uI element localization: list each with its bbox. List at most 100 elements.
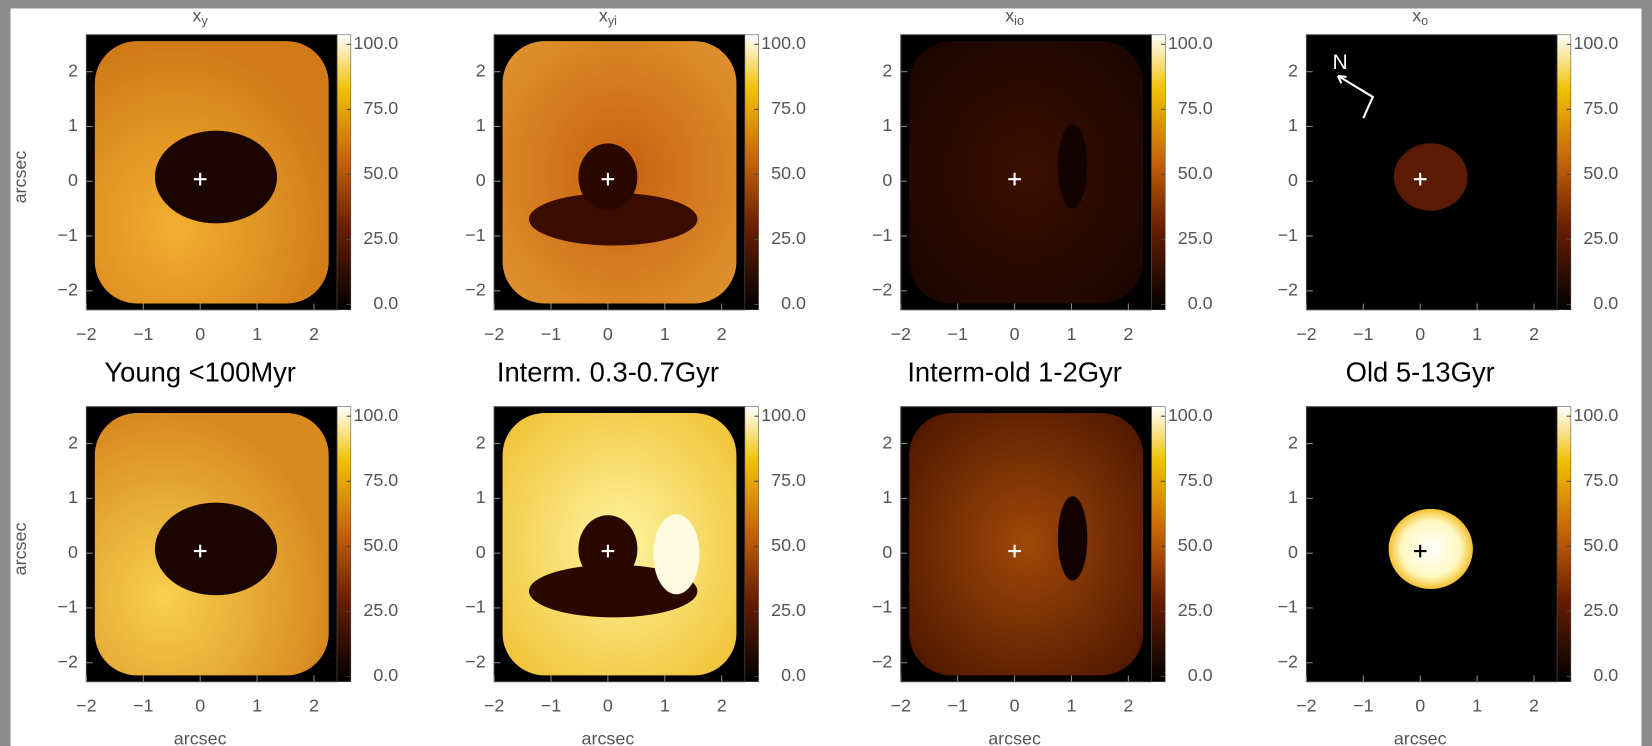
colorbar-tick-label: 100.0 [353, 405, 398, 425]
x-tick-label: 0 [1010, 324, 1020, 344]
colorbar-tick-label: 25.0 [1178, 228, 1213, 248]
colorbar-tick-label: 25.0 [363, 600, 398, 620]
colorbar [744, 406, 759, 682]
colorbar-tick-label: 50.0 [771, 163, 806, 183]
map-field [909, 413, 1144, 676]
x-tick-label: 0 [1415, 324, 1425, 344]
panel-title-sub: o [1421, 15, 1428, 29]
x-tick-label: −2 [484, 324, 504, 344]
center-marker [1008, 544, 1021, 558]
y-tick-label: 1 [476, 115, 486, 135]
y-tick-label: 1 [68, 487, 78, 507]
x-tick-label: 2 [309, 696, 319, 716]
x-tick-label: 0 [195, 324, 205, 344]
x-tick-label: 1 [660, 324, 670, 344]
map-feature [653, 514, 700, 595]
y-tick-label: −2 [872, 651, 892, 671]
center-marker [193, 544, 207, 558]
y-tick-label: 2 [68, 60, 78, 80]
colorbar-tick-label: 100.0 [761, 33, 806, 53]
colorbar-tick-label: 0.0 [1593, 665, 1618, 685]
colorbar-tick-label: 75.0 [771, 98, 806, 118]
x-axis-label: arcsec [1394, 728, 1447, 746]
y-tick-label: 0 [882, 542, 892, 562]
x-tick-label: −1 [1353, 696, 1373, 716]
y-tick-label: 0 [1288, 170, 1298, 190]
colorbar-tick-label: 75.0 [1178, 470, 1213, 490]
center-marker [1413, 172, 1427, 186]
panel-title-sub: yi [608, 15, 617, 29]
map-feature [154, 130, 278, 224]
colorbar-tick-label: 25.0 [363, 228, 398, 248]
colorbar-tick-label: 0.0 [1593, 293, 1618, 313]
map-feature [528, 564, 698, 618]
colorbar-tick-label: 25.0 [771, 600, 806, 620]
center-marker [601, 544, 615, 558]
center-marker [193, 172, 207, 186]
x-tick-label: 0 [603, 696, 613, 716]
y-tick-label: 2 [882, 432, 892, 452]
x-tick-label: 1 [252, 324, 262, 344]
map-feature [1388, 508, 1473, 589]
map-feature [154, 502, 278, 596]
colorbar-tick-label: 100.0 [1573, 33, 1618, 53]
colorbar-tick-label: 0.0 [781, 293, 806, 313]
colorbar-tick-label: 0.0 [1188, 665, 1213, 685]
colorbar-tick-label: 75.0 [363, 470, 398, 490]
y-tick-label: 0 [1288, 542, 1298, 562]
x-tick-label: −1 [133, 324, 153, 344]
x-tick-label: 2 [1123, 324, 1133, 344]
y-tick-label: 0 [476, 170, 486, 190]
x-tick-label: −1 [947, 696, 967, 716]
colorbar [336, 406, 352, 682]
colorbar-tick-label: 75.0 [1583, 98, 1618, 118]
colorbar-tick-label: 100.0 [761, 405, 806, 425]
panel-caption: Old 5-13Gyr [1346, 356, 1495, 387]
colorbar-tick-label: 75.0 [1583, 470, 1618, 490]
y-tick-label: 0 [68, 542, 78, 562]
colorbar [1151, 34, 1166, 311]
y-tick-label: −1 [872, 597, 892, 617]
colorbar-tick-label: 50.0 [1583, 535, 1618, 555]
colorbar [1556, 406, 1572, 682]
y-tick-label: −1 [1278, 225, 1298, 245]
x-tick-label: 0 [603, 324, 613, 344]
x-tick-label: 2 [717, 324, 727, 344]
y-tick-label: 1 [1288, 487, 1298, 507]
colorbar-tick-label: 0.0 [373, 665, 398, 685]
x-tick-label: −1 [947, 324, 967, 344]
x-tick-label: 1 [1472, 696, 1482, 716]
y-tick-label: 2 [476, 60, 486, 80]
compass-label: N [1333, 51, 1348, 74]
colorbar-tick-label: 25.0 [1178, 600, 1213, 620]
colorbar-tick-label: 100.0 [1168, 405, 1213, 425]
y-tick-label: −2 [465, 651, 485, 671]
map-feature [528, 192, 698, 246]
map-feature [1393, 143, 1468, 211]
colorbar-tick-label: 100.0 [353, 33, 398, 53]
y-tick-label: −2 [1278, 651, 1298, 671]
y-axis-label: arcsec [10, 151, 30, 204]
y-tick-label: 1 [882, 115, 892, 135]
colorbar-tick-label: 50.0 [1178, 535, 1213, 555]
map-feature [1057, 124, 1088, 209]
colorbar-tick-label: 100.0 [1168, 33, 1213, 53]
colorbar-tick-label: 0.0 [781, 665, 806, 685]
colorbar [1556, 34, 1572, 311]
x-tick-label: 1 [1066, 696, 1076, 716]
x-tick-label: 0 [1415, 696, 1425, 716]
panel-title-sub: y [201, 15, 208, 29]
x-tick-label: 0 [195, 696, 205, 716]
panel-caption: Interm. 0.3-0.7Gyr [497, 356, 719, 387]
colorbar [336, 34, 352, 311]
y-tick-label: 1 [882, 487, 892, 507]
y-axis-label: arcsec [10, 523, 30, 576]
x-tick-label: −2 [76, 324, 96, 344]
colorbar-tick-label: 25.0 [1583, 228, 1618, 248]
x-tick-label: −1 [133, 696, 153, 716]
y-tick-label: −1 [1278, 597, 1298, 617]
y-tick-label: 2 [476, 432, 486, 452]
y-tick-label: −1 [58, 225, 78, 245]
colorbar-tick-label: 25.0 [1583, 600, 1618, 620]
